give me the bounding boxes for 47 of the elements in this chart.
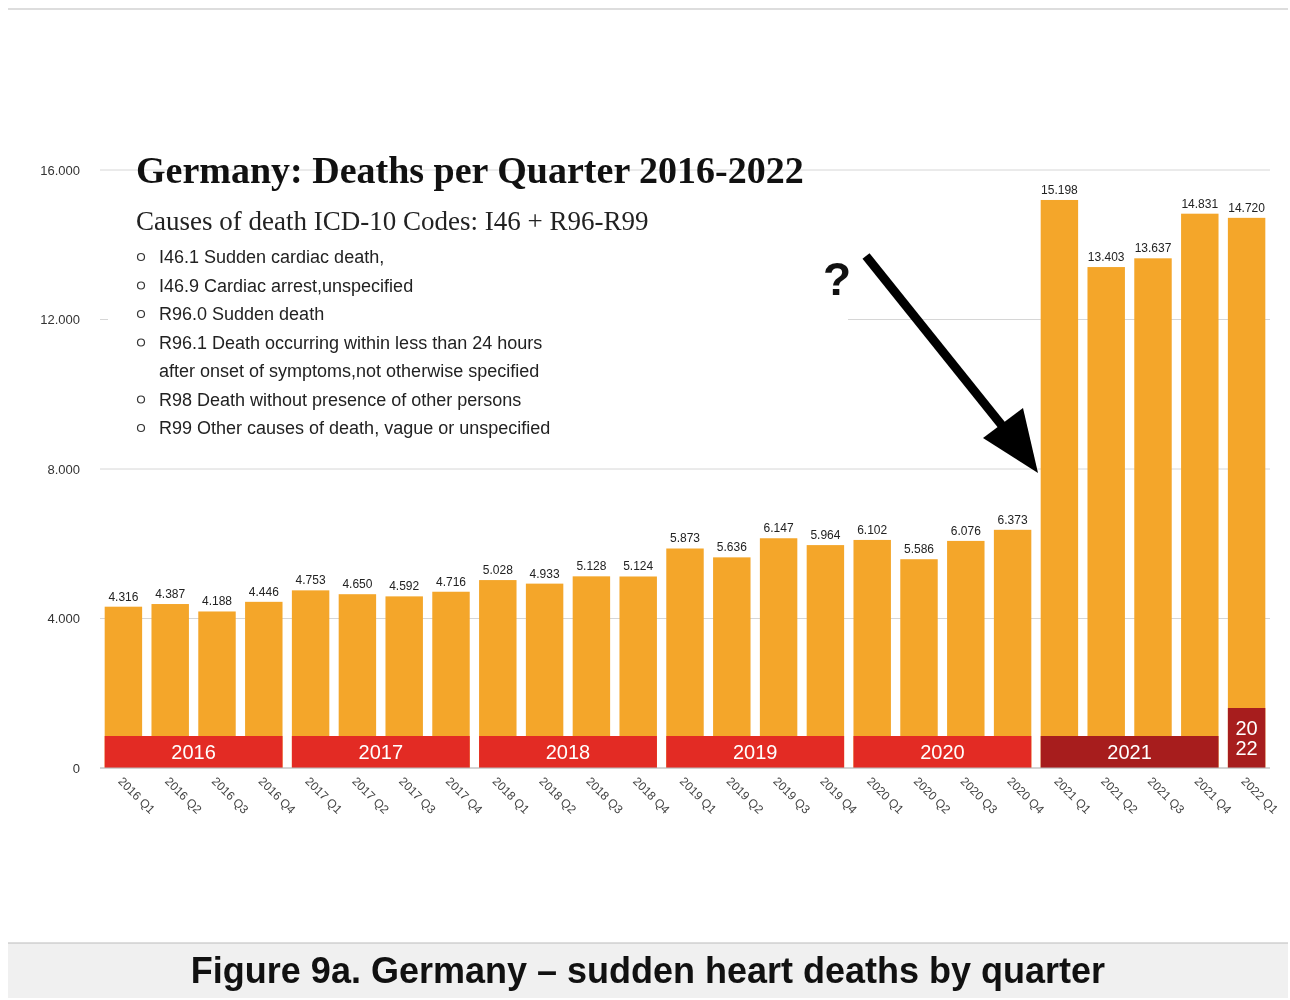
data-label: 5.964 <box>810 528 841 543</box>
data-label: 4.716 <box>435 574 467 589</box>
data-label: 5.873 <box>669 531 701 546</box>
caption: Figure 9a. Germany – sudden heart deaths by quarter <box>190 950 1106 991</box>
annotation: R99 Other causes of death, vague or unspecified <box>159 418 551 438</box>
band-label: 2020 <box>920 741 965 763</box>
data-label: 5.586 <box>903 542 935 557</box>
annotation: R96.1 Death occurring within less than 24 hours after onset of symptoms,not otherwise specified <box>159 332 543 381</box>
data-label: 6.373 <box>997 512 1028 527</box>
annotation: I46.9 Cardiac arrest,unspecified <box>159 275 414 296</box>
data-label: 5.128 <box>576 559 607 574</box>
y-tick-label: 8.000 <box>47 461 80 477</box>
data-label: 14.831 <box>1181 196 1219 211</box>
annotation: R96.0 Sudden death <box>159 304 325 324</box>
data-label: 4.753 <box>295 573 326 588</box>
data-label: 5.028 <box>482 563 514 578</box>
band-label: 2021 <box>1107 741 1152 763</box>
data-label: 5.636 <box>716 540 748 555</box>
annotation: R98 Death without presence of other persons <box>159 389 522 410</box>
data-label: 14.720 <box>1228 200 1266 215</box>
band-label: 2016 <box>171 741 216 763</box>
data-label: 4.446 <box>248 584 280 599</box>
annotation: I46.1 Sudden cardiac death, <box>159 247 385 267</box>
band-label: 2017 <box>358 741 404 763</box>
chart-title: Germany: Deaths per Quarter 2016-2022 <box>136 149 804 191</box>
y-tick-label: 16.000 <box>40 162 80 178</box>
data-label: 6.076 <box>950 523 982 538</box>
data-label: 13.403 <box>1087 250 1125 265</box>
annotation: ? <box>823 253 852 305</box>
data-label: 4.188 <box>201 594 233 609</box>
data-label: 4.933 <box>529 566 560 581</box>
y-tick-label: 0 <box>72 760 80 776</box>
y-tick-label: 4.000 <box>47 611 80 627</box>
data-label: 4.387 <box>155 587 186 602</box>
text: Causes of death ICD-10 Codes: I46 + R96-R99 <box>136 206 649 236</box>
band-label: 2018 <box>545 741 591 763</box>
data-label: 13.637 <box>1134 241 1172 256</box>
data-label: 4.316 <box>108 589 139 604</box>
data-label: 15.198 <box>1041 182 1079 197</box>
data-label: 6.147 <box>763 521 794 536</box>
y-tick-label: 12.000 <box>40 312 80 328</box>
data-label: 5.124 <box>623 559 654 574</box>
band-label: 2022 <box>1235 717 1258 759</box>
data-label: 4.650 <box>342 577 373 592</box>
data-label: 6.102 <box>857 522 888 537</box>
band-label: 2019 <box>732 741 778 763</box>
data-label: 4.592 <box>389 579 420 594</box>
